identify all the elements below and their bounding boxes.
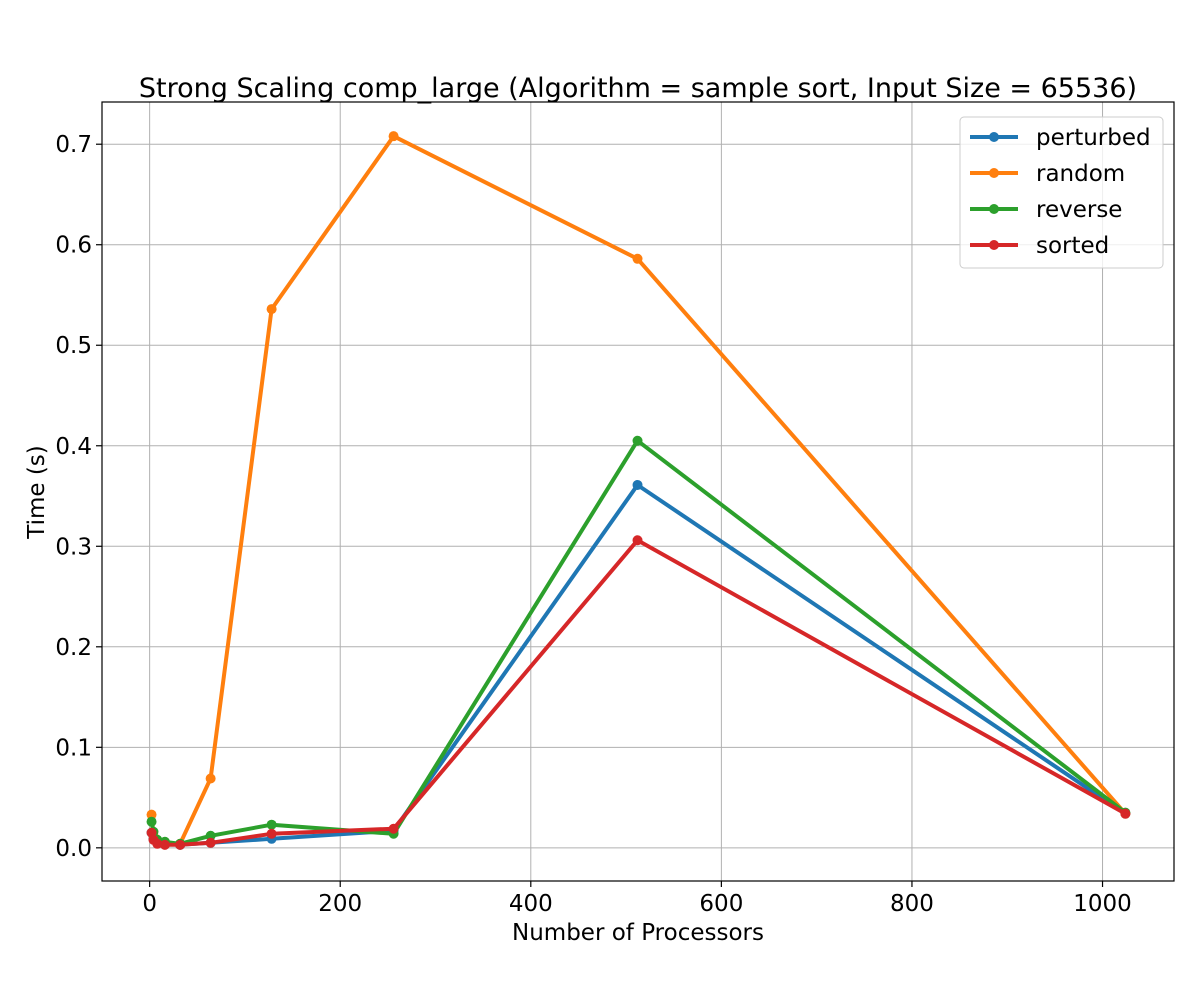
data-point-random <box>632 253 643 264</box>
data-point-perturbed <box>632 479 643 490</box>
data-point-random <box>266 304 277 315</box>
data-point-random <box>388 131 399 142</box>
legend-label-random: random <box>1036 161 1125 187</box>
legend-marker-reverse <box>989 204 999 214</box>
y-axis-label: Time (s) <box>24 445 50 540</box>
data-point-reverse <box>632 435 643 446</box>
legend-label-perturbed: perturbed <box>1036 125 1151 151</box>
x-tick-label: 0 <box>142 891 157 917</box>
x-tick-label: 400 <box>509 891 553 917</box>
legend-label-reverse: reverse <box>1036 197 1122 223</box>
y-tick-label: 0.3 <box>55 534 92 560</box>
legend: perturbed random reverse sorted <box>959 116 1164 269</box>
y-tick-label: 0.0 <box>55 836 92 862</box>
grid-lines <box>102 102 1174 881</box>
chart-title: Strong Scaling comp_large (Algorithm = s… <box>139 73 1137 104</box>
data-point-reverse <box>205 830 216 841</box>
axis-ticks: 0 200 400 600 800 1000 0.0 0.1 0.2 0.3 0.4 0.5 0.6 0.… <box>55 132 1131 917</box>
plot-frame <box>101 101 1175 882</box>
y-tick-label: 0.4 <box>55 434 92 460</box>
data-point-sorted <box>632 535 643 546</box>
legend-box <box>959 116 1164 269</box>
x-tick-label: 200 <box>318 891 362 917</box>
legend-marker-perturbed <box>989 132 999 142</box>
data-point-random <box>205 773 216 784</box>
x-axis-label: Number of Processors <box>512 920 764 946</box>
data-point-reverse <box>146 816 157 827</box>
data-point-sorted <box>1120 808 1131 819</box>
data-point-random <box>146 809 157 820</box>
data-point-sorted <box>205 837 216 848</box>
y-tick-label: 0.2 <box>55 635 92 661</box>
x-tick-label: 800 <box>890 891 934 917</box>
data-point-sorted <box>152 838 163 849</box>
data-point-sorted <box>388 823 399 834</box>
series-sorted <box>146 535 1131 850</box>
legend-marker-sorted <box>989 240 999 250</box>
legend-marker-random <box>989 168 999 178</box>
x-tick-label: 1000 <box>1073 891 1132 917</box>
y-tick-label: 0.6 <box>55 233 92 259</box>
y-tick-label: 0.7 <box>55 132 92 158</box>
data-point-sorted <box>159 839 170 850</box>
y-tick-label: 0.1 <box>55 735 92 761</box>
data-point-sorted <box>266 828 277 839</box>
data-point-sorted <box>175 839 186 850</box>
x-tick-label: 600 <box>699 891 743 917</box>
data-point-reverse <box>266 819 277 830</box>
y-tick-label: 0.5 <box>55 333 92 359</box>
series-layer <box>146 131 1131 850</box>
legend-label-sorted: sorted <box>1036 233 1109 259</box>
